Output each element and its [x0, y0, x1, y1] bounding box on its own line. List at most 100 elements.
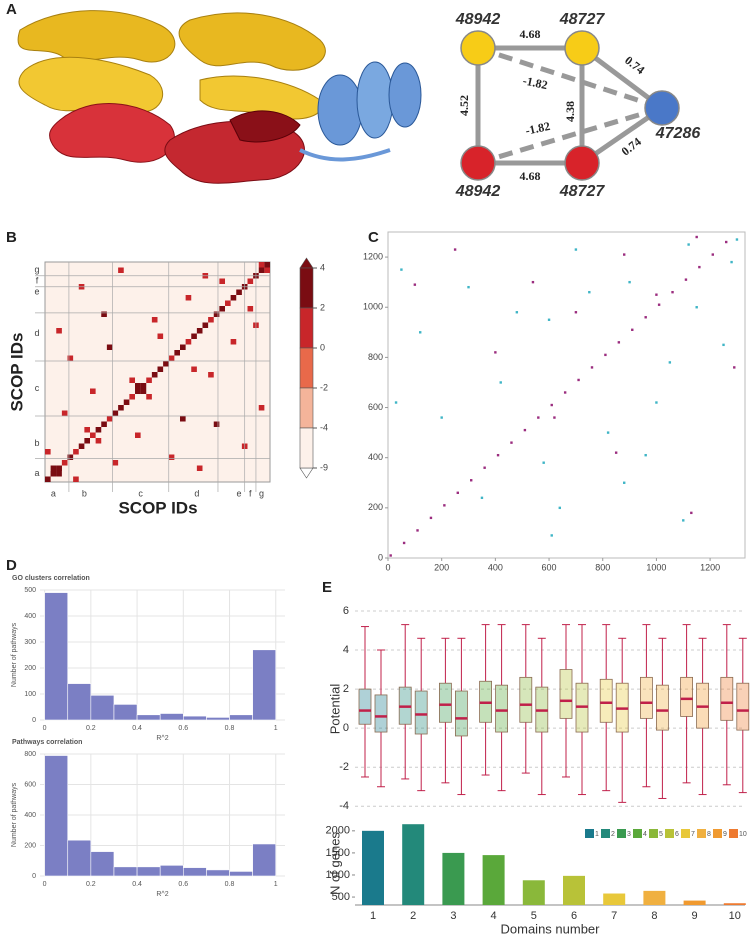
x-tick-label: 1000	[646, 562, 666, 572]
colorbar-segment	[299, 347, 314, 389]
scatter-point	[711, 253, 714, 256]
heatmap-cell	[208, 372, 214, 378]
y-axis-label: N of genes	[327, 832, 342, 895]
x-tick-label: 6	[571, 910, 577, 922]
helix	[317, 74, 363, 146]
y-tick-label: g	[34, 265, 39, 275]
scatter-point	[537, 416, 540, 419]
heatmap-cell	[84, 427, 90, 433]
y-tick-label: 500	[24, 587, 36, 594]
y-tick-label: 1200	[363, 251, 383, 261]
heatmap-cell	[157, 366, 164, 372]
legend-label: 1	[595, 831, 599, 838]
helix	[388, 62, 422, 128]
x-tick-label: g	[259, 488, 264, 498]
panel-label: E	[322, 579, 332, 596]
y-tick-label: a	[34, 468, 39, 478]
heatmap-cell	[202, 322, 209, 328]
heatmap-cell	[129, 394, 135, 400]
bar	[482, 855, 505, 905]
scatter-point	[550, 534, 553, 537]
protein-structure	[17, 10, 422, 184]
y-tick-label: 1500	[326, 847, 350, 859]
heatmap-cell	[146, 377, 152, 383]
colorbar-tick-label: -4	[320, 422, 328, 432]
legend-swatch	[633, 829, 642, 838]
y-tick-label: 2	[343, 683, 349, 695]
scatter-point	[443, 504, 446, 507]
y-tick-label: 0	[378, 552, 383, 562]
heatmap-cell	[61, 460, 68, 466]
y-tick-label: 200	[368, 502, 383, 512]
x-tick-label: 3	[450, 910, 456, 922]
edge	[477, 45, 663, 111]
scatter-point	[480, 496, 484, 500]
x-tick-label: 0.4	[132, 725, 142, 732]
heatmap-cell	[50, 465, 57, 471]
box	[559, 669, 573, 719]
heatmap-cell	[45, 476, 51, 482]
scatter-point	[547, 318, 551, 321]
y-tick-label: c	[35, 383, 40, 393]
colorbar-segment	[299, 427, 314, 469]
scatter-point	[644, 453, 647, 457]
x-tick-label: 1	[274, 881, 278, 888]
scatter-point	[515, 311, 519, 314]
scatter-point	[668, 361, 672, 364]
y-tick-label: -4	[339, 800, 349, 812]
x-tick-label: 4	[491, 910, 497, 922]
heatmap-cell	[123, 399, 130, 405]
x-tick-label: 400	[488, 562, 503, 572]
scatter-point	[494, 351, 497, 354]
histogram-bar	[44, 592, 69, 721]
y-axis-label: Potential	[327, 684, 342, 735]
heatmap-cell	[191, 333, 197, 339]
edge-weight: 4.52	[457, 95, 471, 116]
histogram-bar	[229, 714, 253, 721]
x-tick-label: 7	[611, 910, 617, 922]
legend-swatch	[697, 829, 706, 838]
heatmap-cell	[236, 289, 242, 295]
x-axis-label: SCOP IDs	[118, 498, 197, 517]
heatmap-cell	[208, 317, 214, 323]
y-tick-label: 0	[32, 873, 36, 880]
scatter-point	[606, 431, 610, 434]
heatmap-cell	[50, 471, 57, 477]
legend-swatch	[649, 829, 658, 838]
box	[640, 676, 653, 719]
legend-label: 9	[723, 831, 727, 838]
bar	[522, 880, 545, 905]
scatter-point	[644, 316, 647, 319]
scatter-point	[698, 265, 701, 269]
bar	[442, 852, 465, 905]
heatmap-cell	[56, 465, 62, 471]
edge-weight: 4.68	[520, 27, 541, 41]
x-tick-label: a	[51, 488, 56, 498]
node	[460, 30, 496, 66]
box	[599, 678, 613, 723]
histogram-bar	[113, 704, 138, 721]
chart-title: GO clusters correlation	[12, 575, 90, 582]
scatter-point	[604, 353, 607, 357]
scatter-point	[453, 248, 457, 251]
scatter-point	[542, 461, 545, 464]
bar	[402, 824, 425, 905]
scatter-point	[470, 479, 473, 482]
heatmap-cell	[168, 355, 175, 361]
loop	[299, 148, 391, 162]
histogram-bar	[67, 839, 92, 877]
heatmap-cell	[135, 432, 141, 438]
histogram-bar	[183, 715, 207, 721]
scatter-point	[400, 268, 403, 271]
scatter-point	[631, 328, 634, 331]
x-tick-label: c	[138, 488, 143, 498]
x-tick-label: e	[237, 488, 242, 498]
x-tick-label: 0.8	[225, 881, 235, 888]
legend-label: 6	[675, 831, 679, 838]
heatmap-cell	[151, 317, 158, 323]
scatter-point	[574, 248, 578, 251]
bar	[643, 890, 666, 905]
bar	[683, 900, 706, 905]
y-tick-label: d	[34, 328, 39, 338]
